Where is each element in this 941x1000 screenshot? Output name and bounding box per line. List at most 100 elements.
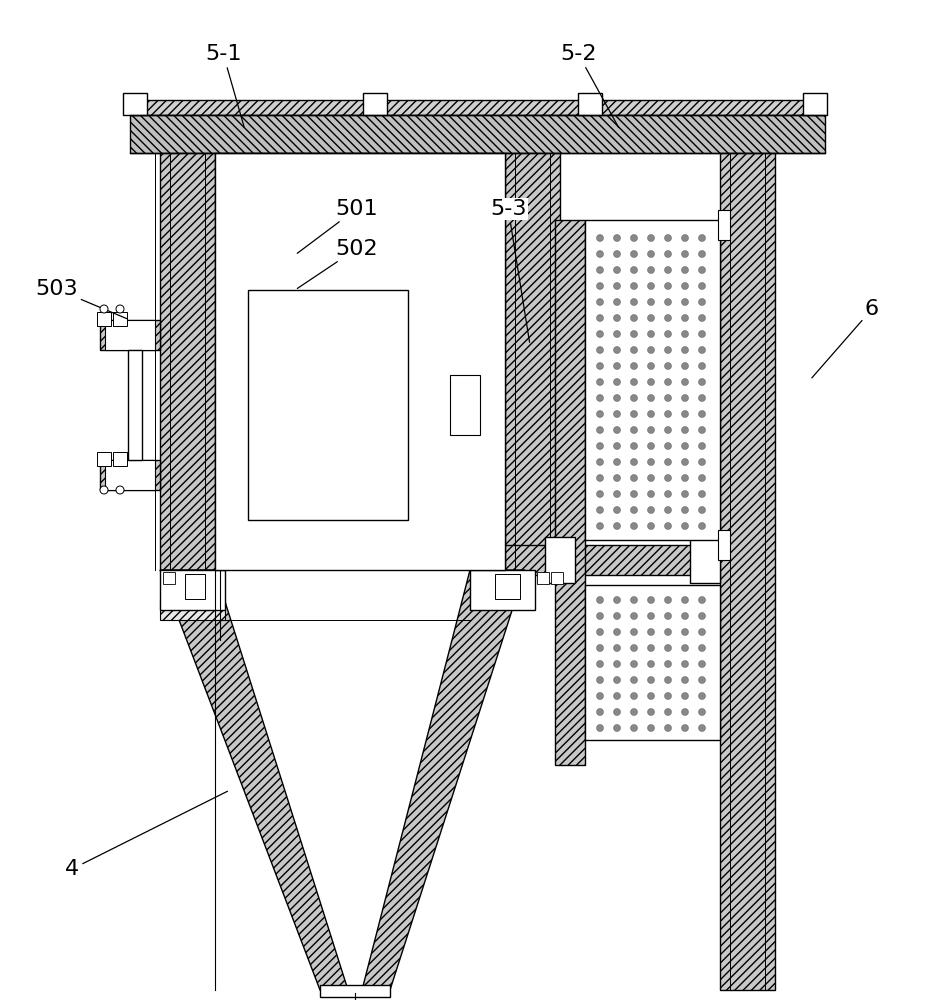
Circle shape [647,660,655,668]
Circle shape [597,596,603,603]
Circle shape [698,234,706,241]
Bar [248,290,408,520]
Circle shape [698,724,706,732]
Circle shape [681,645,689,652]
Circle shape [597,724,603,732]
Bar [803,93,827,115]
Circle shape [614,708,620,716]
Circle shape [630,362,637,369]
Circle shape [630,506,637,514]
Circle shape [630,629,637,636]
Circle shape [647,250,655,257]
Bar [495,574,520,599]
Circle shape [664,378,672,385]
Circle shape [664,458,672,466]
Circle shape [664,426,672,434]
Circle shape [630,724,637,732]
Circle shape [664,475,672,482]
Circle shape [597,660,603,668]
Circle shape [681,394,689,401]
Circle shape [614,330,620,338]
Circle shape [597,426,603,434]
Circle shape [630,660,637,668]
Circle shape [647,475,655,482]
Circle shape [597,362,603,369]
Circle shape [614,314,620,322]
Circle shape [698,314,706,322]
Bar [105,320,155,350]
Circle shape [647,394,655,401]
Circle shape [630,676,637,684]
Circle shape [647,612,655,619]
Circle shape [614,490,620,497]
Circle shape [630,442,637,450]
Circle shape [698,596,706,603]
Circle shape [698,676,706,684]
Circle shape [664,266,672,273]
Circle shape [698,250,706,257]
Circle shape [698,266,706,273]
Circle shape [698,362,706,369]
Circle shape [681,298,689,306]
Bar [160,153,215,570]
Circle shape [116,486,124,494]
Circle shape [597,522,603,530]
Circle shape [614,362,620,369]
Circle shape [597,266,603,273]
Circle shape [630,458,637,466]
Circle shape [614,442,620,450]
Circle shape [647,330,655,338]
Circle shape [647,676,655,684]
Circle shape [647,298,655,306]
Text: 501: 501 [297,199,377,253]
Circle shape [630,394,637,401]
Circle shape [614,234,620,241]
Circle shape [100,305,108,313]
Bar [440,375,490,445]
Circle shape [614,378,620,385]
Circle shape [597,330,603,338]
Circle shape [630,298,637,306]
Circle shape [664,442,672,450]
Bar [105,460,155,490]
Circle shape [647,347,655,354]
Circle shape [664,596,672,603]
Circle shape [630,314,637,322]
Circle shape [664,490,672,497]
Circle shape [630,522,637,530]
Circle shape [614,426,620,434]
Text: 6: 6 [812,299,879,378]
Circle shape [698,298,706,306]
Circle shape [647,410,655,418]
Bar [130,100,825,115]
Circle shape [116,305,124,313]
Circle shape [664,629,672,636]
Circle shape [647,629,655,636]
Circle shape [698,282,706,290]
Circle shape [614,282,620,290]
Circle shape [647,362,655,369]
Bar [690,537,720,583]
Bar [128,350,142,460]
Circle shape [614,676,620,684]
Bar [100,320,160,350]
Circle shape [664,250,672,257]
Circle shape [698,426,706,434]
Circle shape [647,724,655,732]
Bar [718,530,730,560]
Circle shape [597,442,603,450]
Text: 502: 502 [297,239,377,288]
Circle shape [630,708,637,716]
Circle shape [698,708,706,716]
Circle shape [630,250,637,257]
Polygon shape [248,253,408,290]
Circle shape [698,490,706,497]
Circle shape [614,724,620,732]
Circle shape [664,347,672,354]
Circle shape [681,490,689,497]
Text: 5-1: 5-1 [205,44,245,127]
Circle shape [100,486,108,494]
Circle shape [630,475,637,482]
Circle shape [664,708,672,716]
Circle shape [664,298,672,306]
